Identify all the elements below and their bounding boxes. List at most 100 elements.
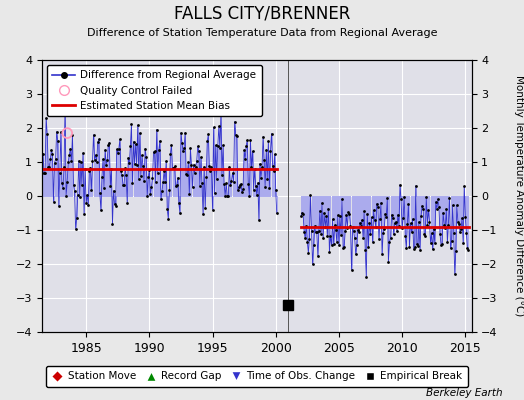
Point [176, 210, 184, 216]
Point [445, 194, 454, 201]
Point [121, 165, 129, 171]
Point [208, 164, 216, 170]
Point [183, 172, 191, 179]
Point [350, 228, 358, 234]
Point [272, 210, 281, 216]
Point [160, 168, 168, 174]
Point [407, 229, 416, 235]
Point [260, 156, 268, 163]
Point [174, 200, 183, 206]
Point [328, 242, 336, 248]
Point [404, 201, 412, 208]
Point [340, 244, 348, 250]
Point [122, 172, 130, 178]
Point [242, 142, 250, 149]
Point [205, 162, 214, 169]
Point [323, 232, 332, 239]
Point [240, 147, 248, 154]
Point [354, 226, 362, 233]
Point [395, 223, 403, 230]
Point [188, 184, 196, 191]
Point [366, 231, 375, 237]
Point [74, 158, 83, 164]
Point [239, 186, 247, 192]
Point [226, 182, 235, 188]
Point [386, 235, 395, 241]
Point [141, 145, 149, 152]
Point [431, 240, 439, 246]
Point [315, 227, 323, 234]
Point [439, 209, 447, 216]
Point [419, 206, 428, 212]
Point [125, 160, 134, 167]
Point [353, 242, 361, 248]
Point [228, 170, 237, 176]
Point [210, 124, 218, 130]
Point [123, 200, 132, 206]
Point [39, 151, 47, 157]
Point [311, 223, 319, 229]
Point [156, 138, 164, 144]
Point [111, 201, 119, 208]
Point [424, 207, 433, 213]
Point [343, 224, 352, 231]
Point [232, 132, 240, 138]
Point [396, 181, 404, 188]
Point [87, 186, 95, 193]
Point [337, 232, 345, 238]
Point [58, 180, 66, 186]
Point [305, 235, 313, 242]
Point [320, 210, 329, 217]
Point [322, 212, 331, 219]
Point [187, 162, 195, 168]
Point [165, 187, 173, 194]
Point [63, 178, 71, 185]
Point [256, 160, 264, 167]
Point [394, 212, 402, 218]
Point [389, 231, 398, 238]
Point [56, 170, 64, 176]
Point [53, 138, 62, 144]
Point [417, 213, 425, 219]
Point [334, 212, 342, 218]
Point [154, 170, 162, 176]
Point [430, 226, 438, 233]
Point [106, 182, 115, 189]
Point [142, 154, 150, 160]
Point [367, 214, 376, 220]
Point [203, 138, 212, 145]
Point [235, 184, 243, 190]
Point [69, 181, 78, 188]
Point [212, 142, 220, 149]
Point [298, 210, 306, 216]
Point [42, 115, 50, 121]
Point [300, 229, 308, 235]
Point [96, 190, 104, 196]
Point [410, 243, 419, 250]
Point [204, 131, 213, 138]
Point [259, 133, 267, 140]
Point [97, 207, 105, 214]
Point [60, 164, 68, 170]
Point [326, 232, 335, 239]
Point [247, 164, 256, 171]
Point [406, 220, 414, 226]
Point [77, 159, 85, 165]
Point [356, 220, 364, 226]
Point [124, 155, 133, 161]
Point [161, 178, 169, 185]
Point [321, 224, 330, 230]
Point [398, 225, 406, 232]
Point [329, 216, 337, 223]
Point [119, 182, 127, 188]
Point [402, 245, 410, 252]
Point [447, 238, 456, 244]
Point [357, 222, 365, 229]
Point [221, 192, 230, 199]
Point [158, 188, 166, 194]
Point [423, 222, 432, 228]
Point [358, 217, 366, 223]
Point [98, 174, 106, 180]
Point [318, 200, 326, 206]
Point [222, 180, 231, 187]
